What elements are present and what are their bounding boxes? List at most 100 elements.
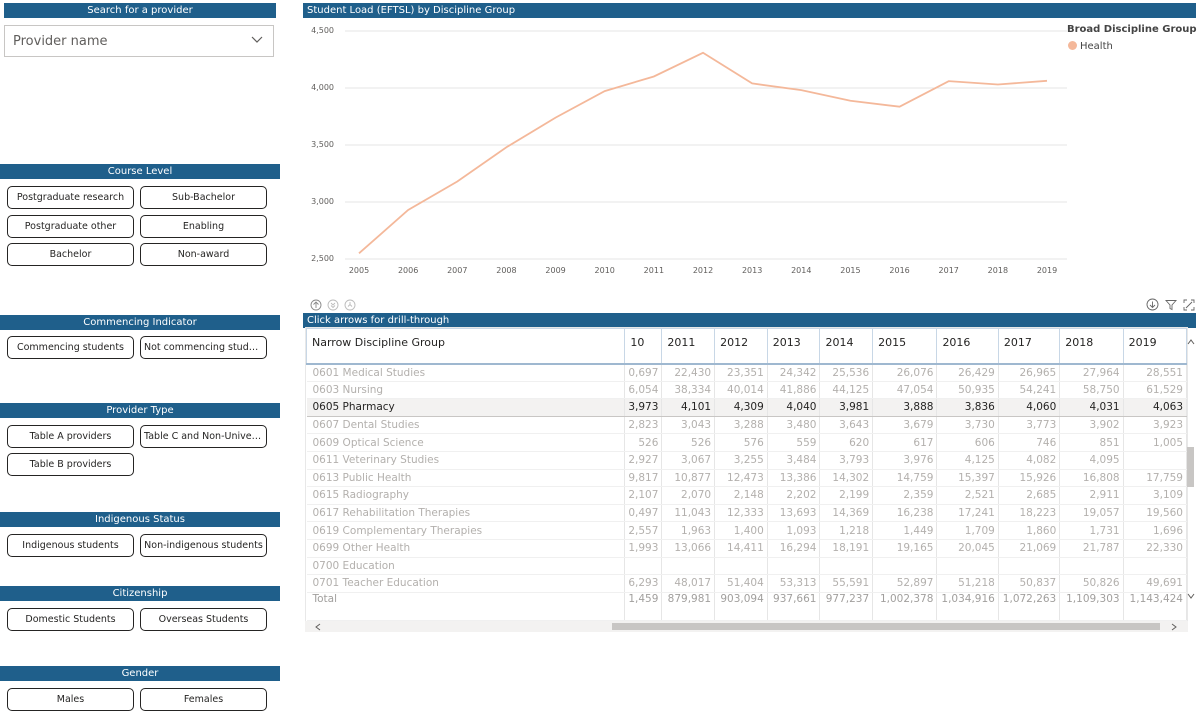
table-cell bbox=[819, 557, 874, 576]
females-button[interactable]: Females bbox=[140, 688, 267, 711]
table-row[interactable]: 0613 Public Health 9,817 10,877 12,473 13,38… bbox=[306, 469, 1187, 488]
row-label: 0619 Complementary Therapies bbox=[306, 521, 626, 540]
table-cell: 44,125 bbox=[819, 381, 874, 400]
legend-item-health[interactable]: Health bbox=[1068, 41, 1113, 52]
sub-bachelor-button[interactable]: Sub-Bachelor bbox=[140, 186, 267, 209]
indigenous-students-button[interactable]: Indigenous students bbox=[7, 534, 134, 557]
x-tick-label: 2015 bbox=[840, 266, 860, 275]
males-button[interactable]: Males bbox=[7, 688, 134, 711]
focus-mode-icon[interactable] bbox=[1183, 299, 1195, 311]
column-header-year[interactable]: 2014 bbox=[819, 328, 874, 365]
table-row[interactable]: 0609 Optical Science 526 526 576 559 620 617 60… bbox=[306, 433, 1187, 452]
matrix-table[interactable]: Narrow Discipline Group 10 2011 2012 2013 201… bbox=[305, 327, 1188, 632]
y-tick-label: 2,500 bbox=[311, 254, 334, 263]
x-tick-label: 2005 bbox=[349, 266, 369, 275]
column-header-year[interactable]: 2011 bbox=[661, 328, 716, 365]
drill-up-icon[interactable] bbox=[310, 299, 322, 311]
table-c-button[interactable]: Table C and Non-Univer... bbox=[140, 425, 267, 448]
scroll-down-icon[interactable] bbox=[1187, 593, 1195, 599]
table-row[interactable]: 0611 Veterinary Studies 2,927 3,067 3,255 3,… bbox=[306, 451, 1187, 470]
scroll-up-icon[interactable] bbox=[1187, 339, 1195, 345]
table-row[interactable]: 0700 Education bbox=[306, 557, 1187, 576]
column-header-year[interactable]: 2016 bbox=[936, 328, 999, 365]
table-cell: 1,093 bbox=[767, 521, 821, 540]
table-cell: 52,897 bbox=[872, 574, 938, 593]
column-header-year[interactable]: 10 bbox=[624, 328, 663, 365]
table-cell: 50,826 bbox=[1059, 574, 1124, 593]
table-cell: 2,823 bbox=[624, 416, 663, 435]
table-cell: 41,886 bbox=[767, 381, 821, 400]
domestic-students-button[interactable]: Domestic Students bbox=[7, 608, 134, 631]
horizontal-scrollbar[interactable] bbox=[305, 621, 1188, 632]
table-cell: 617 bbox=[872, 433, 938, 452]
table-cell: 12,333 bbox=[714, 504, 768, 523]
table-row[interactable]: 0607 Dental Studies 2,823 3,043 3,288 3,480 3… bbox=[306, 416, 1187, 435]
column-header-year[interactable]: 2018 bbox=[1059, 328, 1124, 365]
table-cell: 28,551 bbox=[1123, 363, 1187, 382]
table-cell: 4,125 bbox=[936, 451, 999, 470]
table-cell: 51,218 bbox=[936, 574, 999, 593]
table-cell: 4,082 bbox=[998, 451, 1061, 470]
commencing-students-button[interactable]: Commencing students bbox=[7, 336, 134, 359]
drill-down-icon[interactable] bbox=[1146, 298, 1159, 311]
table-cell: 61,529 bbox=[1123, 381, 1187, 400]
row-label: 0700 Education bbox=[306, 557, 626, 576]
scroll-right-icon[interactable] bbox=[1171, 623, 1177, 631]
table-row[interactable]: 0699 Other Health 1,993 13,066 14,411 16,294… bbox=[306, 539, 1187, 558]
scroll-thumb[interactable] bbox=[612, 623, 1160, 630]
table-cell: 21,069 bbox=[998, 539, 1061, 558]
chart-header: Student Load (EFTSL) by Discipline Group bbox=[303, 3, 1196, 18]
table-cell: 3,109 bbox=[1123, 486, 1187, 505]
x-tick-label: 2014 bbox=[791, 266, 811, 275]
filter-icon[interactable] bbox=[1165, 299, 1177, 311]
non-indigenous-students-button[interactable]: Non-indigenous students bbox=[140, 534, 267, 557]
table-cell bbox=[661, 557, 716, 576]
table-cell: 3,902 bbox=[1059, 416, 1124, 435]
scroll-thumb[interactable] bbox=[1187, 447, 1194, 487]
column-header-year[interactable]: 2017 bbox=[997, 328, 1061, 365]
provider-dropdown[interactable]: Provider name bbox=[4, 25, 274, 57]
scroll-left-icon[interactable] bbox=[315, 623, 321, 631]
table-cell: 576 bbox=[714, 433, 768, 452]
table-b-button[interactable]: Table B providers bbox=[7, 453, 134, 476]
not-commencing-button[interactable]: Not commencing stude... bbox=[140, 336, 267, 359]
table-header: Click arrows for drill-through bbox=[303, 313, 1196, 328]
table-cell: 19,165 bbox=[872, 539, 938, 558]
drill-down-level-icon[interactable] bbox=[327, 299, 339, 311]
postgraduate-research-button[interactable]: Postgraduate research bbox=[7, 186, 134, 209]
column-header-name[interactable]: Narrow Discipline Group bbox=[306, 328, 626, 365]
line-chart: 2005 2006 2007 2008 2009 2010 2011 2012 2013 2014… bbox=[345, 30, 1067, 275]
table-row[interactable]: 0617 Rehabilitation Therapies 0,497 11,043… bbox=[306, 504, 1187, 523]
enabling-button[interactable]: Enabling bbox=[140, 215, 267, 238]
series-line-health[interactable] bbox=[358, 51, 1048, 254]
table-row[interactable]: 0619 Complementary Therapies 2,557 1,963 1,… bbox=[306, 521, 1187, 540]
postgraduate-other-button[interactable]: Postgraduate other bbox=[7, 215, 134, 238]
table-cell: 15,397 bbox=[936, 469, 999, 488]
row-label: 0601 Medical Studies bbox=[306, 363, 626, 382]
total-cell: 977,237 bbox=[819, 592, 874, 621]
y-tick-label: 3,000 bbox=[311, 197, 334, 206]
table-row[interactable]: 0615 Radiography 2,107 2,070 2,148 2,202 2,19… bbox=[306, 486, 1187, 505]
table-cell: 19,057 bbox=[1059, 504, 1124, 523]
table-cell: 55,591 bbox=[819, 574, 874, 593]
table-cell: 1,005 bbox=[1123, 433, 1187, 452]
table-cell: 3,643 bbox=[819, 416, 874, 435]
table-cell bbox=[714, 557, 768, 576]
table-row[interactable]: 0601 Medical Studies 0,697 22,430 23,351 24,… bbox=[306, 363, 1187, 382]
overseas-students-button[interactable]: Overseas Students bbox=[140, 608, 267, 631]
column-header-year[interactable]: 2015 bbox=[872, 328, 938, 365]
table-row[interactable]: 0701 Teacher Education 6,293 48,017 51,404 5… bbox=[306, 574, 1187, 593]
column-header-year[interactable]: 2012 bbox=[714, 328, 768, 365]
table-cell: 4,031 bbox=[1059, 398, 1124, 417]
column-header-year[interactable]: 2013 bbox=[766, 328, 821, 365]
expand-level-icon[interactable] bbox=[344, 299, 356, 311]
bachelor-button[interactable]: Bachelor bbox=[7, 243, 134, 266]
table-cell: 1,963 bbox=[661, 521, 716, 540]
vertical-scrollbar[interactable] bbox=[1186, 335, 1196, 625]
non-award-button[interactable]: Non-award bbox=[140, 243, 267, 266]
table-row[interactable]: 0603 Nursing 6,054 38,334 40,014 41,886 44,12… bbox=[306, 381, 1187, 400]
table-a-button[interactable]: Table A providers bbox=[7, 425, 134, 448]
column-header-year[interactable]: 2019 bbox=[1122, 328, 1187, 365]
table-row[interactable]: 0605 Pharmacy 3,973 4,101 4,309 4,040 3,981 3,… bbox=[306, 398, 1187, 417]
row-label: 0609 Optical Science bbox=[306, 433, 626, 452]
